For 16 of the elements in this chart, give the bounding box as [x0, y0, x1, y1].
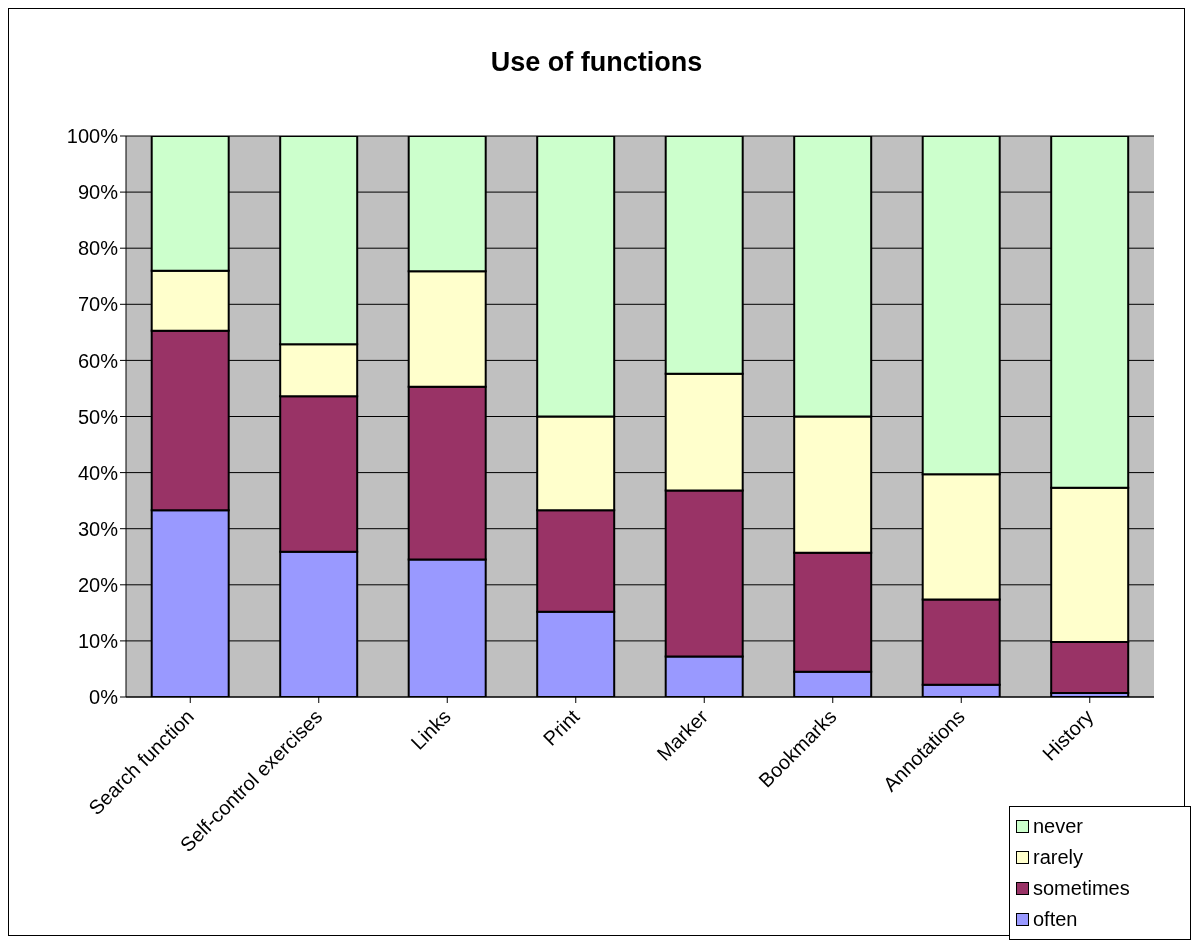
legend-label: never — [1033, 815, 1084, 838]
y-tick-label: 40% — [77, 461, 119, 484]
y-tick-label: 60% — [77, 349, 119, 372]
y-tick-label: 30% — [77, 517, 119, 540]
legend-label: rarely — [1033, 846, 1084, 869]
y-tick-label: 70% — [77, 293, 119, 316]
y-tick-label: 90% — [77, 181, 119, 204]
y-tick-label: 20% — [77, 573, 119, 596]
chart-title: Use of functions — [489, 47, 704, 78]
y-tick-label: 100% — [66, 125, 119, 148]
y-tick-label: 0% — [89, 686, 119, 709]
legend-label: often — [1033, 908, 1078, 931]
y-tick-label: 80% — [77, 237, 119, 260]
y-tick-label: 10% — [77, 630, 119, 652]
legend-label: sometimes — [1033, 877, 1130, 900]
y-tick-label: 50% — [77, 405, 119, 428]
